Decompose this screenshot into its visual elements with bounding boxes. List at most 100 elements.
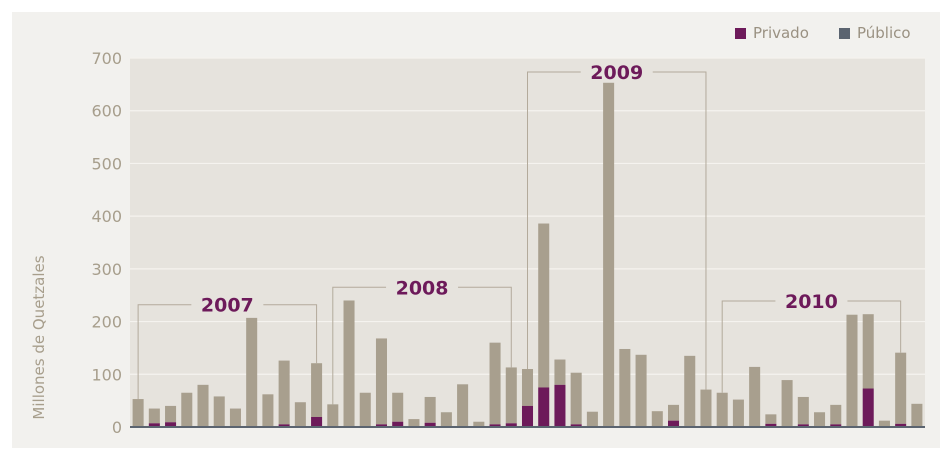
bar-privado	[375, 424, 387, 427]
year-label: 2008	[396, 277, 449, 299]
bar-publico	[457, 384, 469, 427]
bar-publico	[862, 314, 874, 389]
y-tick-label: 0	[112, 418, 122, 437]
bar-privado	[424, 422, 436, 427]
bar-publico	[359, 392, 371, 427]
bar-publico	[554, 359, 566, 385]
bar-privado	[797, 424, 809, 427]
legend-swatch	[839, 28, 850, 39]
bar-privado	[554, 384, 566, 427]
y-tick-label: 200	[91, 313, 122, 332]
bar-privado	[521, 405, 534, 427]
bracket-line	[137, 304, 192, 400]
y-tick-label: 100	[91, 365, 122, 384]
bar-publico	[473, 421, 485, 427]
y-tick-label: 500	[91, 154, 122, 173]
year-bracket: 2009	[527, 62, 707, 390]
bar-publico	[213, 396, 225, 427]
bar-publico	[846, 314, 858, 427]
y-axis-title: Millones de Quetzales	[30, 255, 48, 419]
bar-publico	[246, 317, 258, 427]
bar-publico	[489, 342, 501, 425]
y-tick-label: 600	[91, 102, 122, 121]
bar-publico	[408, 419, 420, 427]
bar-publico	[505, 367, 517, 424]
legend: Privado Público	[735, 24, 911, 42]
bar-publico	[262, 394, 274, 427]
bar-privado	[165, 422, 177, 427]
bracket-line	[847, 300, 902, 353]
bar-privado	[862, 388, 874, 427]
bar-publico	[668, 404, 680, 421]
bar-publico	[294, 402, 306, 427]
bar-publico	[684, 355, 696, 427]
bar-publico	[132, 399, 144, 427]
bar-privado	[765, 423, 777, 427]
bar-publico	[229, 408, 241, 427]
bar-privado	[505, 423, 517, 427]
bar-privado	[538, 387, 550, 427]
bar-publico	[749, 366, 761, 427]
bar-publico	[732, 399, 744, 427]
bar-publico	[635, 354, 647, 427]
bar-privado	[392, 421, 404, 427]
year-label: 2007	[201, 295, 254, 317]
bar-publico	[814, 412, 826, 427]
bar-publico	[424, 396, 436, 423]
y-tick-label: 700	[91, 49, 122, 68]
bar-publico	[781, 380, 793, 427]
bar-publico	[700, 389, 712, 427]
bar-publico	[148, 408, 160, 424]
bar-publico	[197, 384, 209, 427]
legend-label: Privado	[753, 24, 809, 42]
bar-privado	[570, 424, 582, 427]
bar-publico	[440, 412, 452, 427]
bar-publico	[181, 392, 193, 427]
bar-publico	[716, 392, 728, 427]
bar-publico	[521, 369, 534, 406]
bracket-line	[527, 71, 581, 370]
bar-privado	[895, 423, 907, 427]
bracket-line	[332, 286, 387, 405]
bar-publico	[311, 363, 323, 417]
y-tick-label: 300	[91, 260, 122, 279]
bar-publico	[327, 404, 339, 427]
year-label: 2010	[785, 291, 838, 313]
bar-privado	[668, 420, 680, 427]
bar-publico	[343, 300, 355, 427]
y-tick-label: 400	[91, 207, 122, 226]
bracket-line	[263, 304, 318, 364]
bar-publico	[651, 411, 663, 427]
bar-publico	[619, 348, 631, 427]
bar-publico	[278, 360, 290, 425]
bracket-line	[721, 300, 776, 393]
bar-publico	[911, 403, 923, 427]
year-bracket: 2007	[137, 295, 318, 400]
bar-publico	[765, 414, 777, 424]
bar-publico	[603, 82, 615, 428]
year-label: 2009	[590, 62, 643, 84]
year-bracket: 2008	[332, 277, 512, 405]
bar-publico	[895, 352, 907, 424]
bar-privado	[278, 424, 290, 427]
bar-publico	[570, 372, 582, 425]
bar-privado	[830, 424, 842, 427]
legend-swatch	[735, 28, 746, 39]
bar-publico	[375, 338, 387, 425]
bar-publico	[538, 223, 550, 388]
bar-publico	[830, 404, 842, 425]
bracket-line	[458, 286, 512, 368]
bracket-line	[652, 71, 707, 390]
bar-publico	[797, 396, 809, 425]
bar-privado	[489, 424, 501, 427]
bar-publico	[878, 420, 890, 427]
bar-privado	[311, 416, 323, 427]
bar-publico	[165, 405, 177, 423]
bar-publico	[392, 392, 404, 422]
bar-privado	[148, 423, 160, 427]
year-bracket: 2010	[721, 291, 902, 393]
legend-label: Público	[857, 24, 911, 42]
bar-publico	[586, 411, 598, 427]
